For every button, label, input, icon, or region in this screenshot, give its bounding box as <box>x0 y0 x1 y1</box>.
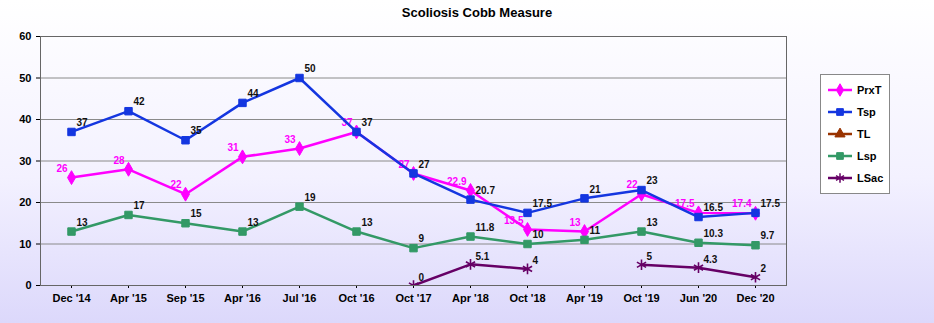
svg-text:17.5: 17.5 <box>675 198 695 210</box>
svg-text:13: 13 <box>647 217 659 228</box>
svg-text:4.3: 4.3 <box>704 254 718 265</box>
svg-text:13: 13 <box>77 217 89 228</box>
svg-text:17: 17 <box>134 200 146 211</box>
svg-text:10.3: 10.3 <box>704 228 724 239</box>
svg-text:17.4: 17.4 <box>732 198 752 209</box>
svg-text:Oct '17: Oct '17 <box>395 292 431 304</box>
svg-text:9: 9 <box>419 233 425 244</box>
svg-text:13: 13 <box>248 217 260 228</box>
svg-text:22.9: 22.9 <box>447 176 467 187</box>
svg-text:0: 0 <box>419 272 425 283</box>
svg-text:Oct '18: Oct '18 <box>509 292 545 304</box>
svg-text:28: 28 <box>113 155 125 166</box>
svg-text:5.1: 5.1 <box>476 251 490 262</box>
svg-text:Dec '14: Dec '14 <box>52 292 91 304</box>
svg-text:33: 33 <box>284 134 296 145</box>
svg-text:2: 2 <box>761 263 767 274</box>
svg-text:17.5: 17.5 <box>533 198 553 209</box>
svg-text:10: 10 <box>533 229 545 240</box>
svg-text:40: 40 <box>19 113 31 125</box>
html-text:LSac: LSac <box>857 172 884 184</box>
svg-text:13: 13 <box>569 217 581 228</box>
svg-text:Jun '20: Jun '20 <box>680 292 717 304</box>
svg-text:5: 5 <box>647 251 653 262</box>
svg-text:17.5: 17.5 <box>761 198 781 209</box>
svg-text:23: 23 <box>647 175 659 186</box>
svg-text:37: 37 <box>341 117 353 129</box>
svg-text:44: 44 <box>248 88 260 99</box>
svg-text:0: 0 <box>25 279 31 291</box>
svg-text:Apr '16: Apr '16 <box>224 292 261 304</box>
svg-text:Dec '20: Dec '20 <box>736 292 774 304</box>
svg-text:37: 37 <box>77 117 89 128</box>
svg-text:20.7: 20.7 <box>476 185 496 196</box>
html-text:Scoliosis Cobb Measure: Scoliosis Cobb Measure <box>401 5 553 20</box>
svg-text:37: 37 <box>362 117 374 128</box>
svg-text:Sep '15: Sep '15 <box>166 292 204 304</box>
html-text:Lsp: Lsp <box>857 150 877 162</box>
svg-text:19: 19 <box>305 192 317 203</box>
svg-text:26: 26 <box>56 163 68 174</box>
svg-text:13: 13 <box>362 217 374 228</box>
svg-text:27: 27 <box>398 158 410 170</box>
svg-text:Apr '19: Apr '19 <box>566 292 603 304</box>
svg-text:22: 22 <box>626 179 638 190</box>
svg-text:11.8: 11.8 <box>476 222 495 233</box>
svg-text:Apr '15: Apr '15 <box>110 292 147 304</box>
svg-text:10: 10 <box>19 238 31 250</box>
svg-text:30: 30 <box>19 155 31 167</box>
svg-text:35: 35 <box>191 125 203 136</box>
svg-text:31: 31 <box>227 142 239 153</box>
html-text:PrxT: PrxT <box>857 84 882 96</box>
svg-text:4: 4 <box>533 255 539 266</box>
svg-text:13.5: 13.5 <box>504 215 524 226</box>
svg-text:21: 21 <box>590 184 602 195</box>
html-text:TL: TL <box>857 128 871 140</box>
svg-text:20: 20 <box>19 196 31 208</box>
svg-text:9.7: 9.7 <box>761 230 775 241</box>
html-text:Tsp: Tsp <box>857 106 876 118</box>
svg-text:Apr '18: Apr '18 <box>452 292 489 304</box>
svg-text:16.5: 16.5 <box>704 202 724 213</box>
svg-text:22: 22 <box>170 179 182 190</box>
svg-text:27: 27 <box>419 159 431 170</box>
svg-text:11: 11 <box>590 225 601 236</box>
svg-text:60: 60 <box>19 30 31 42</box>
svg-text:50: 50 <box>305 63 317 74</box>
svg-text:42: 42 <box>134 96 146 107</box>
svg-text:50: 50 <box>19 72 31 84</box>
svg-text:Jul '16: Jul '16 <box>283 292 317 304</box>
svg-text:Oct '16: Oct '16 <box>338 292 374 304</box>
svg-text:15: 15 <box>191 208 203 219</box>
svg-text:Oct '19: Oct '19 <box>623 292 659 304</box>
